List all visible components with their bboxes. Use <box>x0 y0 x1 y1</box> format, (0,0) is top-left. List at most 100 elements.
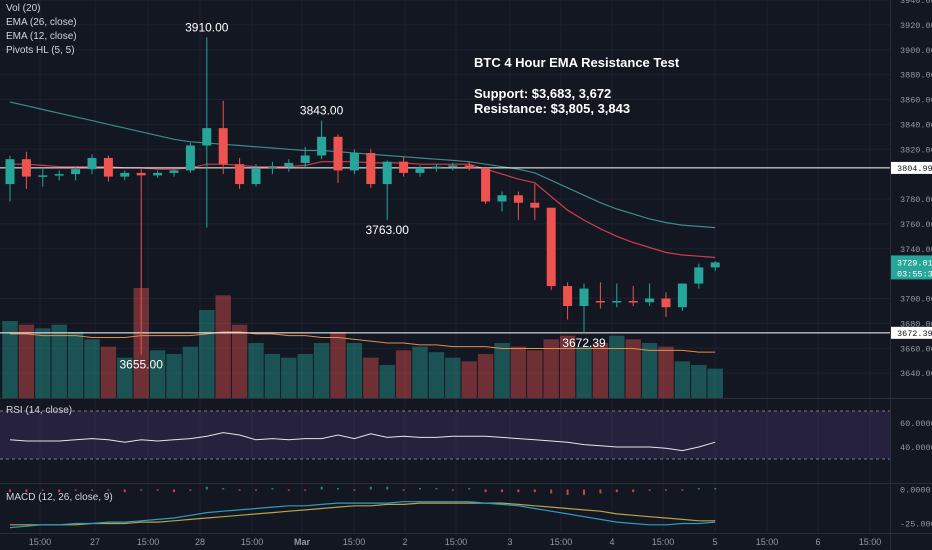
price-tick-label-12: 3660.00 <box>900 344 932 354</box>
macd-axis[interactable]: 0.0000 -25.0000 <box>900 485 932 529</box>
legend-ema26[interactable]: EMA (26, close) <box>6 17 77 28</box>
volume-bar-4 <box>67 332 84 398</box>
time-label-14: 15:00 <box>756 537 779 547</box>
candle-43 <box>710 261 720 272</box>
candle-40 <box>661 292 671 318</box>
time-label-16: 15:00 <box>859 537 882 547</box>
volume-bar-13 <box>215 295 231 398</box>
volume-bar-9 <box>149 350 166 398</box>
time-label-12: 15:00 <box>652 537 675 547</box>
macd-hist-bar-6 <box>107 489 110 491</box>
volume-bar-2 <box>35 328 51 398</box>
macd-label[interactable]: MACD (12, 26, close, 9) <box>6 492 113 503</box>
pivot-label-4: 3672.39 <box>562 336 606 350</box>
legend-vol[interactable]: Vol (20) <box>6 3 40 14</box>
volume-bar-27 <box>445 357 461 398</box>
macd-hist-bar-43 <box>714 488 717 490</box>
volume-bar-18 <box>297 354 313 398</box>
legend-ema12[interactable]: EMA (12, close) <box>6 31 77 42</box>
rsi-axis[interactable]: 60.0000 40.0000 <box>900 419 932 453</box>
candle-24 <box>399 156 409 177</box>
last-price-tag-bg <box>891 255 932 280</box>
candle-body-37 <box>612 300 622 303</box>
candle-27 <box>448 162 458 171</box>
candle-body-25 <box>415 167 425 173</box>
macd-hist-bar-4 <box>74 489 77 491</box>
candle-5 <box>87 154 97 175</box>
macd-hist-bar-42 <box>697 488 700 490</box>
macd-hist-bar-38 <box>632 489 635 493</box>
macd-line <box>9 501 716 529</box>
price-tick-label-13: 3640.00 <box>900 369 932 379</box>
volume-bar-42 <box>691 365 707 398</box>
pivot-label-3: 3655.00 <box>120 357 164 371</box>
candle-36 <box>595 282 605 309</box>
candle-9 <box>153 170 163 178</box>
macd-hist-bar-36 <box>599 489 602 494</box>
macd-hist-bar-1 <box>25 489 28 493</box>
last-price-tag-label: 3729.01 <box>897 258 932 268</box>
candle-body-21 <box>349 152 359 171</box>
macd-hist-bar-18 <box>304 489 307 491</box>
candle-37 <box>612 283 622 308</box>
volume-bar-38 <box>625 339 641 398</box>
volume-bar-17 <box>281 357 297 398</box>
volume-bar-7 <box>117 357 133 398</box>
macd-hist-bar-16 <box>271 488 274 490</box>
candle-body-16 <box>267 166 277 169</box>
candle-8 <box>136 169 146 355</box>
volume-bar-6 <box>100 346 117 398</box>
time-label-3: 28 <box>195 537 205 547</box>
volume-bar-36 <box>592 343 609 398</box>
candle-body-18 <box>300 155 310 163</box>
last-price-countdown: 03:55:35 <box>897 269 932 279</box>
rsi-tick-label-0: 60.0000 <box>900 419 932 429</box>
candle-41 <box>677 283 687 311</box>
volume-bar-21 <box>346 343 363 398</box>
time-label-11: 4 <box>609 537 614 547</box>
volume-bar-29 <box>477 354 494 398</box>
candle-28 <box>464 161 474 171</box>
macd-hist-bar-14 <box>238 489 241 491</box>
candle-body-39 <box>645 298 655 303</box>
time-axis[interactable]: 15:00 27 15:00 28 15:00 Mar 15:00 2 15:00 3 15:00 4… <box>29 537 882 547</box>
legend-pivots[interactable]: Pivots HL (5, 5) <box>6 45 75 56</box>
annotation-title: BTC 4 Hour EMA Resistance Test <box>474 55 680 70</box>
macd-hist-bar-32 <box>533 489 536 493</box>
analysis-annotation: BTC 4 Hour EMA Resistance Test Support: … <box>474 55 680 116</box>
candle-22 <box>366 149 376 188</box>
price-axis[interactable]: 3940.00 3920.00 3900.00 3880.00 3860.00 3840.… <box>900 0 932 379</box>
candle-body-33 <box>546 207 556 287</box>
candle-29 <box>481 166 491 204</box>
macd-hist-bar-37 <box>615 489 618 493</box>
pivot-label-2: 3763.00 <box>366 223 410 237</box>
rsi-tick-label-1: 40.0000 <box>900 443 932 453</box>
volume-bar-23 <box>379 365 395 398</box>
macd-hist-bar-9 <box>156 489 159 491</box>
candle-1 <box>21 151 31 190</box>
time-label-6: 15:00 <box>343 537 366 547</box>
time-label-5: Mar <box>294 537 311 547</box>
candle-11 <box>185 143 195 173</box>
volume-bar-16 <box>264 354 281 398</box>
candle-3 <box>54 170 64 181</box>
time-label-10: 15:00 <box>550 537 573 547</box>
candle-body-28 <box>464 165 474 168</box>
indicator-legend: Vol (20) EMA (26, close) EMA (12, close)… <box>6 3 77 56</box>
volume-bars <box>2 288 723 398</box>
time-label-2: 15:00 <box>137 537 160 547</box>
candle-body-42 <box>694 267 704 284</box>
macd-histogram <box>9 486 717 495</box>
price-tick-label-3: 3880.00 <box>900 71 932 81</box>
hline-tag-bg-1 <box>891 326 932 339</box>
rsi-label[interactable]: RSI (14, close) <box>6 405 72 416</box>
price-tick-label-1: 3920.00 <box>900 21 932 31</box>
volume-bar-19 <box>313 343 330 398</box>
macd-hist-bar-30 <box>501 489 503 493</box>
rsi-band <box>0 411 890 459</box>
candle-23 <box>382 160 392 221</box>
volume-bar-34 <box>559 335 576 398</box>
volume-bar-32 <box>527 350 543 398</box>
